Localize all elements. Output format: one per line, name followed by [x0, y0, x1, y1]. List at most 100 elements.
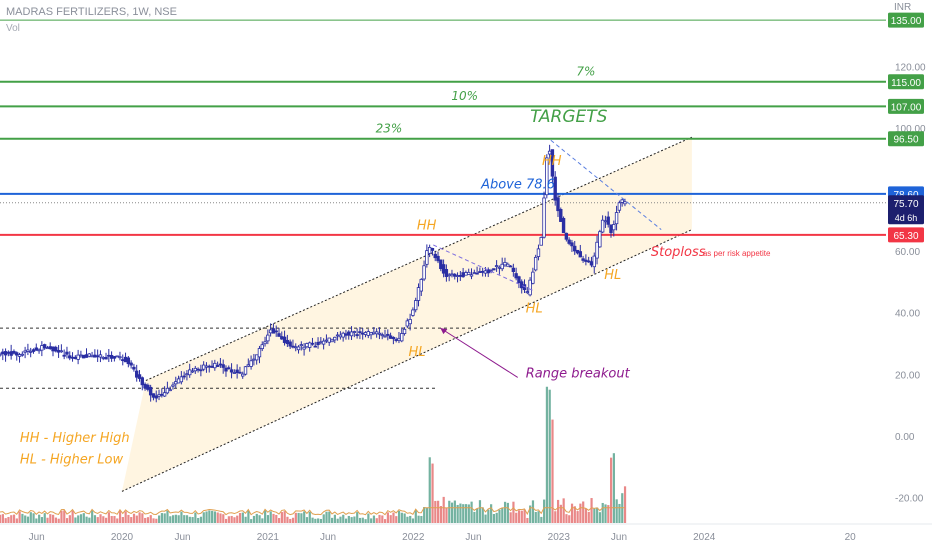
candle-body	[366, 331, 370, 336]
candle-body	[553, 176, 557, 201]
candle-body	[514, 273, 518, 279]
volume-bar	[531, 500, 535, 523]
volume-bar	[57, 518, 60, 523]
volume-bar	[54, 517, 57, 523]
candle-body	[73, 356, 78, 360]
volume-bar	[49, 514, 52, 523]
volume-bar	[155, 518, 158, 523]
volume-bar	[138, 512, 141, 523]
candle-body	[327, 337, 331, 343]
volume-bar	[169, 516, 172, 523]
candle-body	[400, 333, 404, 342]
candle-body	[104, 357, 108, 360]
candle-body	[380, 334, 384, 337]
volume-bar	[163, 513, 166, 523]
candle-body	[207, 365, 211, 368]
candle-body	[623, 201, 627, 205]
candle-body	[294, 346, 298, 349]
volume-bar	[219, 513, 222, 523]
volume-bar	[590, 498, 593, 523]
volume-bar	[604, 504, 607, 523]
volume-bar	[244, 516, 247, 523]
volume-bar	[280, 512, 283, 523]
candle-body	[40, 345, 44, 351]
volume-bar	[230, 515, 233, 523]
x-tick-label: Jun	[174, 532, 190, 543]
volume-bar	[523, 509, 526, 523]
candle-body	[277, 333, 281, 337]
candle-body	[54, 346, 58, 352]
volume-bar	[26, 516, 30, 523]
level-tag-0: 135.00	[891, 16, 922, 27]
candle-body	[578, 251, 583, 258]
level-tag-5: 65.30	[893, 231, 918, 242]
candle-body	[397, 337, 401, 341]
volume-bar	[322, 514, 325, 523]
volume-bar	[132, 513, 136, 523]
volume-bar	[456, 504, 459, 523]
volume-bar	[152, 518, 155, 523]
volume-bar	[612, 453, 615, 523]
candle-body	[394, 339, 398, 341]
volume-bar	[208, 510, 211, 523]
volume-bar	[185, 515, 189, 523]
symbol-title: MADRAS FERTILIZERS, 1W, NSE	[6, 6, 177, 18]
candle-body	[408, 318, 412, 325]
candle-body	[478, 271, 482, 273]
candle-body	[241, 373, 245, 377]
hh-label-peak: HH	[542, 154, 562, 169]
x-tick-label: Jun	[611, 532, 627, 543]
volume-bar	[618, 503, 621, 523]
volume-bar	[18, 511, 21, 523]
candle-body	[199, 369, 203, 372]
candle-body	[439, 259, 443, 270]
level-tag-5-bg	[888, 227, 924, 243]
volume-bar	[40, 517, 44, 523]
volume-bar	[224, 518, 228, 523]
candle-body	[344, 333, 348, 336]
candle-body	[37, 349, 41, 352]
candle-body	[109, 355, 114, 359]
volume-bar	[174, 514, 177, 523]
volume-layer	[0, 386, 627, 523]
candle-body	[422, 265, 426, 280]
volume-bar	[609, 457, 613, 523]
candle-body	[171, 384, 175, 387]
candle-body	[506, 263, 510, 267]
candle-body	[567, 239, 571, 244]
countdown-tag: 4d 6h	[895, 213, 918, 223]
hh-label-early: HH	[417, 219, 437, 234]
candle-body	[188, 369, 192, 376]
volume-bar	[197, 517, 200, 523]
volume-bar	[490, 504, 493, 523]
volume-bar	[0, 514, 2, 523]
candle-body	[347, 331, 351, 336]
volume-bar	[93, 515, 97, 523]
candle-body	[62, 354, 66, 357]
volume-ma-line	[0, 507, 625, 516]
volume-bar	[255, 513, 258, 523]
volume-bar	[364, 519, 367, 523]
candle-body	[9, 351, 13, 356]
volume-bar	[188, 516, 191, 523]
candle-body	[341, 332, 345, 338]
volume-bar	[266, 515, 270, 523]
volume-bar	[601, 502, 604, 523]
volume-bar	[127, 514, 130, 523]
volume-bar	[439, 506, 443, 523]
volume-bar	[24, 515, 27, 523]
candle-body	[609, 224, 613, 234]
candle-body	[595, 241, 599, 259]
volume-bar	[420, 515, 423, 523]
candle-body	[319, 341, 323, 344]
candle-body	[503, 262, 507, 266]
pct-10-label: 10%	[451, 89, 478, 103]
candle-body	[528, 279, 532, 296]
volume-bar	[191, 517, 194, 523]
candle-body	[3, 351, 8, 356]
candle-body	[20, 353, 25, 356]
x-tick-label: 2023	[548, 532, 571, 543]
volume-bar	[512, 501, 515, 523]
volume-bar	[1, 514, 4, 523]
